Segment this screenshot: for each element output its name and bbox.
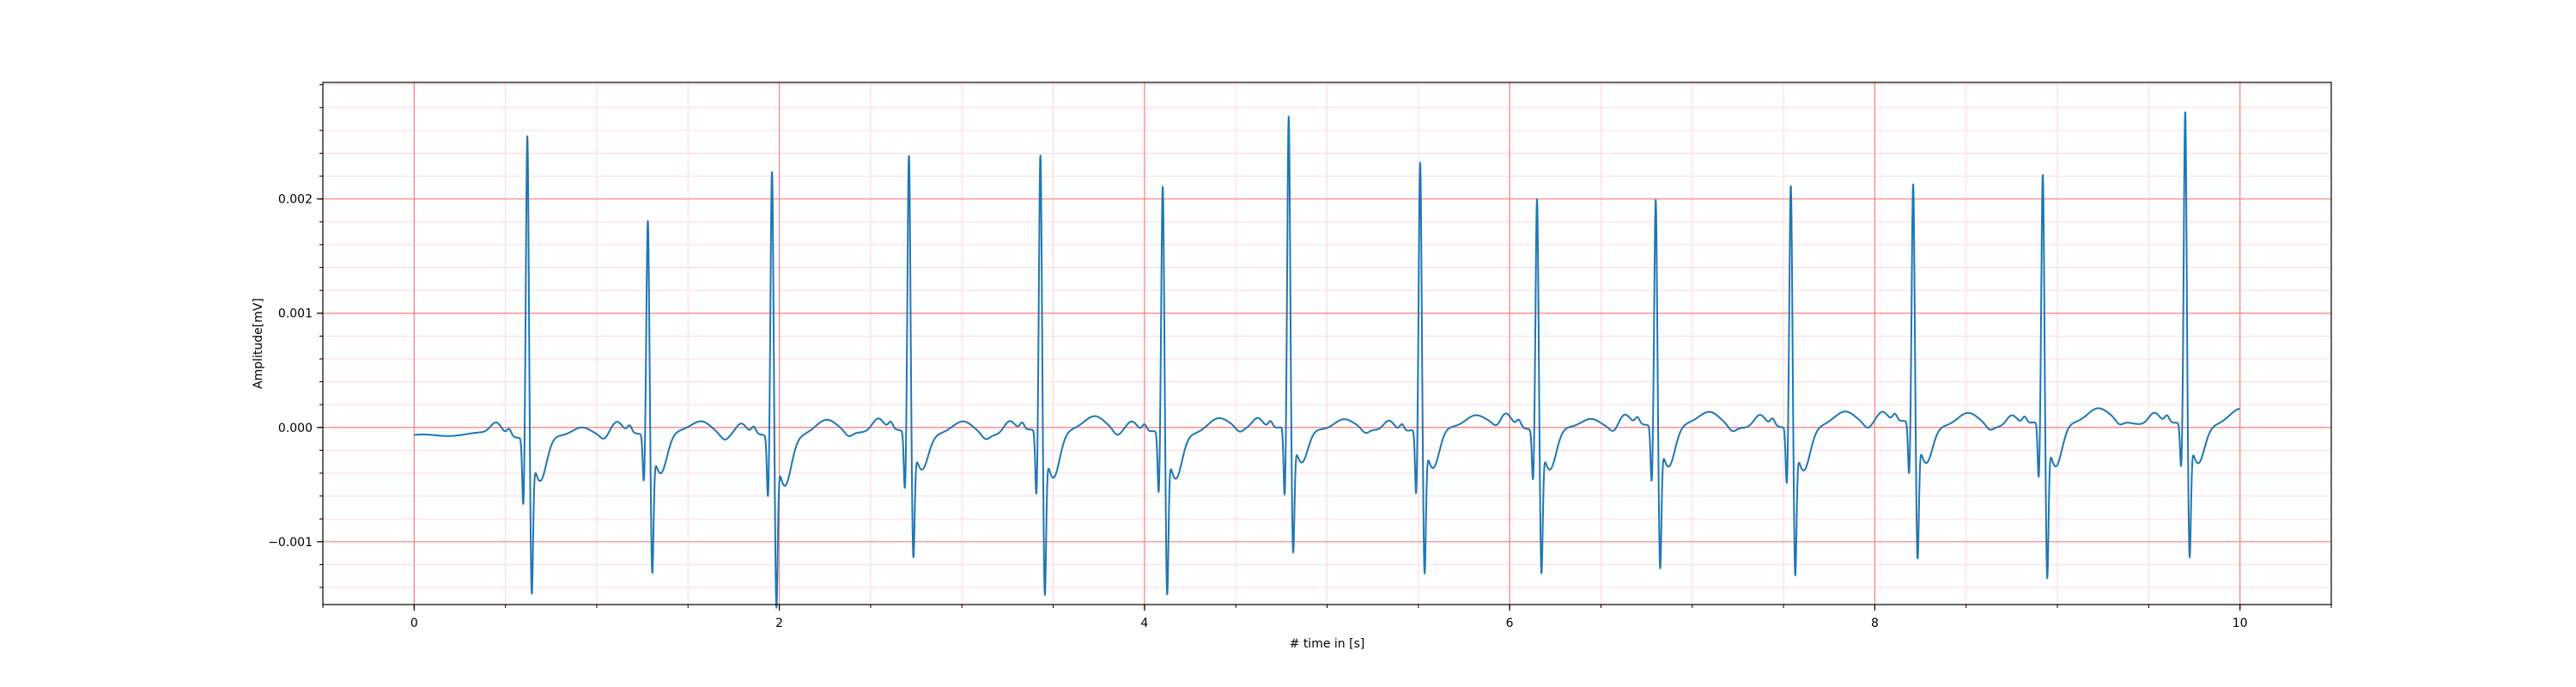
series-group: [413, 111, 2241, 609]
x-tick-label: 0: [410, 617, 418, 630]
y-axis-label: Amplitude[mV]: [252, 298, 265, 389]
minor-grid: [322, 82, 2332, 605]
y-axis-ticks: −0.001 0.000 0.001 0.002: [268, 84, 323, 588]
x-axis-ticks: 0 2 4 6 8 10: [322, 605, 2332, 630]
ecg-series-line: [413, 111, 2241, 609]
x-tick-label: 8: [1871, 617, 1879, 630]
x-axis-label: # time in [s]: [1290, 637, 1365, 651]
y-tick-label: 0.002: [278, 193, 313, 207]
y-tick-label: 0.001: [278, 307, 313, 321]
x-tick-label: 6: [1506, 617, 1514, 630]
x-tick-label: 4: [1140, 617, 1148, 630]
x-tick-label: 2: [775, 617, 783, 630]
y-tick-label: 0.000: [278, 422, 313, 435]
y-tick-label: −0.001: [268, 536, 313, 550]
x-tick-label: 10: [2233, 617, 2248, 630]
